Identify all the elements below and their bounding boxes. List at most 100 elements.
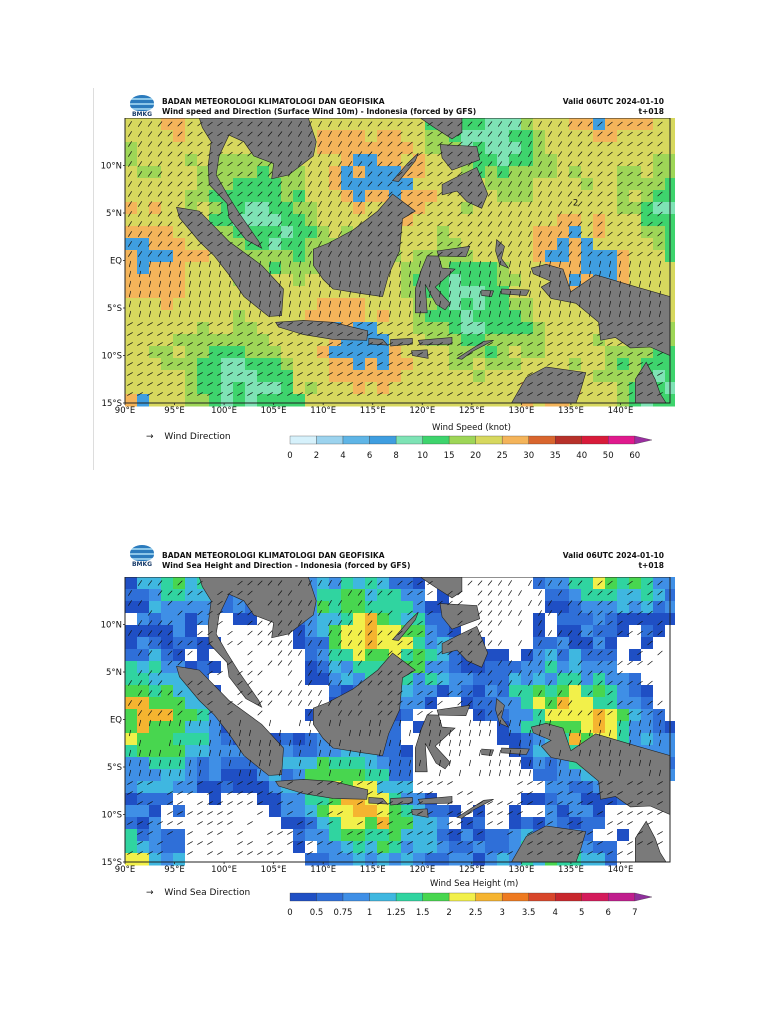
field-cell	[197, 637, 210, 650]
direction-arrow	[197, 580, 203, 586]
direction-arrow	[237, 241, 243, 247]
field-cell	[425, 370, 438, 383]
field-cell	[581, 322, 594, 335]
field-cell	[485, 817, 498, 830]
direction-arrow	[538, 729, 542, 737]
direction-arrow	[417, 161, 423, 167]
direction-arrow	[518, 201, 522, 207]
direction-arrow	[508, 580, 512, 586]
direction-arrow	[297, 352, 303, 356]
direction-arrow	[467, 690, 473, 696]
field-cell	[377, 757, 390, 770]
direction-arrow	[138, 290, 142, 298]
field-cell	[617, 589, 630, 602]
land-polygon	[176, 665, 284, 776]
direction-arrow	[448, 739, 452, 747]
direction-arrow	[428, 310, 432, 318]
field-cell	[521, 238, 534, 251]
direction-arrow	[447, 342, 453, 346]
field-cell	[365, 130, 378, 143]
field-cell	[281, 346, 294, 359]
direction-arrow	[347, 181, 353, 187]
field-cell	[653, 154, 666, 167]
direction-arrow	[168, 260, 172, 268]
direction-arrow	[427, 610, 433, 616]
direction-arrow	[407, 241, 413, 247]
field-cell	[317, 589, 330, 602]
field-cell	[161, 577, 174, 590]
direction-arrow	[387, 690, 393, 696]
direction-arrow	[338, 260, 342, 268]
direction-arrow	[147, 372, 153, 376]
direction-arrow	[377, 382, 383, 386]
direction-arrow	[598, 759, 602, 767]
field-cell	[425, 322, 438, 335]
direction-arrow	[248, 270, 252, 278]
direction-arrow	[647, 181, 653, 187]
field-cell	[425, 817, 438, 830]
direction-arrow	[297, 362, 303, 366]
direction-arrow	[197, 181, 203, 187]
direction-arrow	[558, 300, 562, 308]
direction-arrow	[428, 260, 432, 268]
direction-arrow	[518, 610, 522, 616]
direction-arrow	[387, 131, 393, 137]
field-cell	[161, 685, 174, 698]
field-cell	[197, 841, 210, 854]
field-cell	[473, 322, 486, 335]
direction-arrow	[648, 769, 652, 777]
direction-arrow	[378, 719, 382, 727]
field-cell	[161, 358, 174, 371]
field-cell	[365, 310, 378, 323]
direction-arrow	[328, 630, 332, 636]
field-cell	[617, 238, 630, 251]
field-cell	[581, 238, 594, 251]
direction-arrow	[318, 739, 322, 747]
direction-arrow	[567, 580, 573, 586]
direction-arrow	[237, 211, 243, 217]
field-cell	[509, 757, 522, 770]
field-cell	[581, 817, 594, 830]
direction-arrow	[367, 851, 373, 855]
direction-arrow	[518, 719, 522, 727]
direction-arrow	[467, 352, 473, 356]
field-cell	[593, 190, 606, 203]
direction-arrow	[607, 231, 613, 237]
colorbar-tick-label: 6	[605, 908, 610, 918]
direction-arrow	[497, 372, 503, 376]
colorbar-tick-label: 10	[417, 451, 428, 461]
direction-arrow	[527, 332, 533, 336]
direction-arrow	[398, 290, 402, 298]
field-cell	[365, 358, 378, 371]
direction-arrow	[267, 161, 273, 167]
direction-arrow	[528, 650, 532, 656]
direction-arrow	[217, 620, 223, 626]
colorbar-segment	[475, 892, 503, 902]
field-cell	[569, 262, 582, 275]
direction-arrow	[647, 600, 653, 606]
direction-arrow	[637, 141, 643, 147]
direction-arrow	[147, 620, 153, 626]
direction-arrow	[297, 332, 303, 336]
direction-arrow	[627, 131, 633, 137]
direction-arrow	[247, 590, 253, 596]
direction-arrow	[357, 781, 363, 785]
field-cell	[485, 589, 498, 602]
field-cell	[509, 829, 522, 842]
direction-arrow	[437, 392, 443, 396]
direction-arrow	[137, 382, 143, 386]
field-cell	[125, 118, 138, 131]
field-cell	[161, 142, 174, 155]
colorbar-tick-label: 0	[287, 908, 292, 918]
direction-arrow	[207, 191, 213, 197]
field-cell	[401, 178, 414, 191]
field-cell	[257, 625, 270, 638]
direction-arrow	[657, 322, 663, 326]
direction-arrow	[208, 270, 212, 278]
field-cell	[413, 214, 426, 227]
direction-arrow	[167, 710, 173, 716]
direction-arrow	[437, 231, 443, 237]
direction-arrow	[477, 610, 483, 616]
direction-arrow	[357, 851, 363, 855]
direction-arrow	[158, 270, 162, 278]
